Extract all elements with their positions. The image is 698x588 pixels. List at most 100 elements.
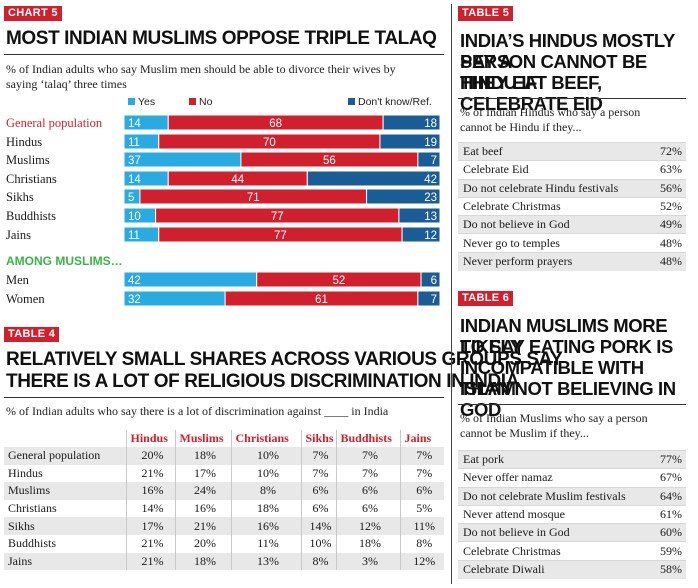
- bar-value-label: 18: [424, 118, 437, 130]
- row-label: Sikhs: [4, 517, 126, 535]
- bar-segment: [366, 188, 441, 205]
- table-cell: 16%: [174, 499, 231, 518]
- legend-swatch: [348, 98, 355, 105]
- table-row: Christians 14% 16% 18% 6% 6% 5%: [4, 499, 444, 518]
- table-row: Never go to temples 48%: [458, 233, 686, 253]
- table-cell: 24%: [174, 482, 231, 500]
- bar-value-label: 7: [431, 155, 437, 167]
- bar-value-label: 14: [128, 118, 141, 130]
- bar-value-label: 37: [128, 155, 141, 167]
- row-label: General population: [4, 447, 126, 465]
- legend-label: No: [199, 96, 213, 108]
- legend-swatch: [189, 98, 196, 105]
- row-label: Celebrate Christmas: [458, 541, 642, 561]
- bar-value-label: 71: [247, 192, 260, 204]
- category-label: Women: [6, 292, 45, 306]
- table6-title-line3: INCOMPATIBLE WITH ISLAM: [460, 357, 644, 399]
- table6-tag: TABLE 6: [458, 291, 514, 306]
- row-label: Never offer namaz: [458, 468, 642, 488]
- table-row: Celebrate Diwali 58%: [458, 559, 686, 579]
- bar-value-label: 42: [424, 174, 437, 186]
- table-row: Never perform prayers 48%: [458, 251, 686, 271]
- row-label: Never perform prayers: [458, 251, 642, 271]
- row-label: Never attend mosque: [458, 504, 642, 524]
- table5-body: Eat beef 72% Celebrate Eid 63% Do not celebr…: [458, 141, 686, 271]
- category-label: Men: [6, 273, 30, 287]
- table-cell: 8%: [399, 534, 444, 553]
- table4-subtitle: % of Indian adults who say there is a lo…: [6, 404, 389, 418]
- table4-tag: TABLE 4: [4, 327, 60, 342]
- table-cell: 7%: [335, 447, 400, 465]
- table-cell: 6%: [300, 499, 336, 518]
- table6-divider: [458, 404, 686, 405]
- bar-value-label: 11: [128, 137, 140, 149]
- row-label: Do not believe in God: [458, 523, 642, 542]
- legend-swatch: [128, 98, 135, 105]
- table-row: Never offer namaz 67%: [458, 468, 686, 488]
- table-cell: 3%: [335, 552, 400, 571]
- bar-value-label: 6: [431, 275, 437, 287]
- bar-value-label: 14: [128, 174, 141, 186]
- column-divider: [451, 4, 452, 584]
- table-row: Hindus 21% 17% 10% 7% 7% 7%: [4, 464, 444, 483]
- legend-label: Yes: [138, 96, 155, 108]
- row-label: Buddhists: [8, 536, 57, 551]
- table-cell: 18%: [230, 499, 301, 518]
- table6-title-line2: TO SAY EATING PORK IS: [460, 336, 673, 357]
- table-row: Eat pork 77%: [458, 449, 686, 469]
- bar-segment: [123, 151, 242, 168]
- category-label: Buddhists: [6, 209, 56, 223]
- table6-body: Eat pork 77% Never offer namaz 67% Do not ce…: [458, 449, 686, 579]
- triple-talaq-chart: Yes No Don't know/Ref. General population 1…: [6, 96, 441, 307]
- table-row: Do not believe in God 60%: [458, 523, 686, 542]
- bar-value-label: 68: [269, 118, 282, 130]
- bar-value-label: 77: [274, 230, 287, 242]
- bar-segment: [382, 114, 441, 131]
- chart5-tag: CHART 5: [4, 6, 62, 21]
- table4-divider: [4, 397, 444, 398]
- table-cell: 17%: [125, 517, 175, 535]
- row-value: 60%: [642, 523, 686, 542]
- table-cell: 7%: [300, 447, 336, 465]
- bar-value-label: 56: [323, 155, 336, 167]
- table4-col-header: Jains: [399, 430, 444, 447]
- table-cell: 21%: [125, 464, 175, 483]
- bar-value-label: 10: [128, 211, 141, 223]
- row-label: Jains: [4, 552, 126, 571]
- category-label: Christians: [6, 172, 57, 186]
- row-value: 49%: [642, 215, 686, 234]
- table-row: Celebrate Eid 63%: [458, 160, 686, 180]
- table-cell: 8%: [300, 552, 336, 571]
- table-cell: 21%: [125, 552, 175, 571]
- table5-subtitle-line2: cannot be Hindu if they...: [460, 120, 582, 134]
- table6-subtitle-line1: % of Indian Muslims who say a person: [460, 411, 648, 425]
- table-cell: 5%: [399, 499, 444, 518]
- bar-value-label: 11: [128, 230, 140, 242]
- row-value: 48%: [642, 233, 686, 253]
- table4-title-line2: THERE IS A LOT OF RELIGIOUS DISCRIMINATI…: [6, 371, 520, 392]
- row-label: Eat beef: [458, 141, 642, 161]
- chart5-subtitle-line2: saying ‘talaq’ three times: [6, 77, 127, 91]
- table-row: Do not celebrate Muslim festivals 64%: [458, 486, 686, 506]
- row-value: 64%: [642, 486, 686, 506]
- row-label: Hindus: [8, 465, 43, 480]
- table-cell: 21%: [125, 534, 175, 553]
- bar-value-label: 61: [315, 294, 328, 306]
- table-cell: 7%: [399, 447, 444, 465]
- table-cell: 21%: [174, 517, 231, 535]
- table4-col-header: Muslims: [174, 430, 231, 447]
- category-label: Muslims: [6, 153, 50, 167]
- bar-segment: [401, 226, 441, 243]
- row-value: 61%: [642, 504, 686, 524]
- bar-segment: [417, 151, 441, 168]
- table-cell: 6%: [335, 499, 400, 518]
- chart-legend: Yes No Don't know/Ref.: [128, 96, 432, 108]
- legend-label: Don't know/Ref.: [358, 96, 432, 108]
- row-label: Do not believe in God: [458, 215, 642, 234]
- category-label: Hindus: [6, 135, 42, 149]
- bar-value-label: 52: [332, 275, 345, 287]
- table-cell: 6%: [335, 482, 400, 500]
- row-label: Never go to temples: [458, 233, 642, 253]
- chart5-title: MOST INDIAN MUSLIMS OPPOSE TRIPLE TALAQ: [6, 28, 437, 49]
- row-value: 63%: [642, 160, 686, 180]
